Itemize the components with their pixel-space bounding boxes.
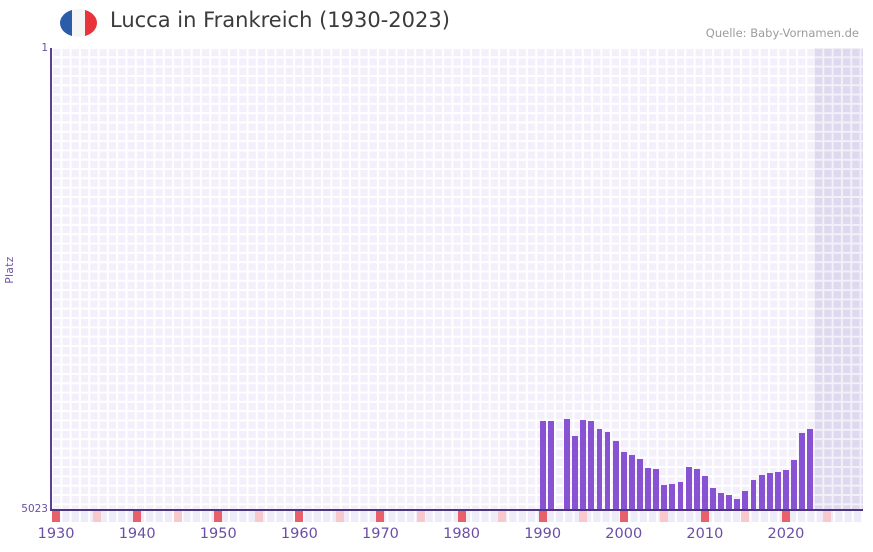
x-axis-tick-minor: [741, 511, 750, 522]
bar: [791, 460, 797, 510]
bar: [718, 493, 724, 510]
bar: [783, 470, 789, 510]
x-axis-tick-minor: [417, 511, 425, 522]
x-axis-label: 1940: [118, 526, 156, 542]
x-axis-tick-major: [214, 511, 223, 522]
bar: [669, 483, 676, 510]
x-axis-tick-minor: [92, 511, 101, 522]
bar: [539, 420, 546, 510]
bar: [685, 467, 692, 510]
bar: [726, 495, 733, 510]
bar: [620, 451, 627, 510]
bar: [710, 487, 716, 510]
x-axis-tick-minor: [173, 511, 182, 522]
bar: [572, 436, 578, 510]
x-axis-tick-minor: [579, 511, 588, 522]
bar: [645, 468, 651, 510]
y-axis-title: Platz: [4, 256, 16, 284]
bar: [596, 428, 603, 510]
bar: [807, 428, 814, 510]
bar: [774, 472, 781, 510]
bar: [677, 482, 684, 510]
x-axis-tick-minor: [660, 511, 669, 522]
x-axis-tick-minor: [335, 511, 344, 522]
bar: [661, 484, 668, 510]
bar: [604, 432, 611, 510]
x-axis-line: [50, 509, 863, 511]
x-axis-tick-major: [133, 511, 142, 522]
flag-stripe-red: [84, 9, 97, 37]
x-axis-tick-band: [52, 511, 863, 522]
x-axis-label: 1960: [280, 526, 318, 542]
chart-source-attribution: Quelle: Baby-Vornamen.de: [705, 26, 859, 40]
x-axis-label: 2020: [767, 526, 805, 542]
x-axis-tick-minor: [254, 511, 263, 522]
y-axis-bottom-label: 5023: [21, 503, 48, 515]
x-axis-label: 2010: [686, 526, 724, 542]
bar: [628, 454, 635, 510]
bar: [547, 421, 554, 510]
bar: [637, 459, 643, 510]
bar: [580, 419, 587, 510]
x-axis-tick-major: [700, 511, 709, 522]
bar: [564, 419, 570, 510]
flag-stripe-blue: [60, 9, 73, 37]
x-axis-label: 1930: [37, 526, 75, 542]
france-flag-icon: [60, 9, 97, 37]
x-axis-label: 1990: [524, 526, 562, 542]
x-axis-label: 1970: [362, 526, 399, 542]
bar: [701, 475, 708, 510]
x-axis-label: 1980: [443, 526, 480, 542]
x-axis-tick-minor: [498, 511, 507, 522]
x-axis-tick-major: [619, 511, 628, 522]
x-axis-tick-minor: [822, 511, 831, 522]
future-range-gridlines: [814, 48, 863, 510]
bar: [742, 491, 749, 510]
chart-header: Lucca in Frankreich (1930-2023) Quelle: …: [0, 0, 873, 48]
bar: [734, 498, 741, 510]
x-axis-tick-major: [295, 511, 304, 522]
x-axis-tick-major: [538, 511, 547, 522]
y-axis-top-label: 1: [41, 42, 48, 54]
bar: [750, 480, 757, 510]
plot-gridlines: [52, 48, 863, 510]
x-axis-tick-major: [781, 511, 790, 522]
bar: [799, 433, 806, 510]
flag-stripe-white: [72, 9, 85, 37]
bar: [693, 469, 700, 510]
bar: [588, 420, 595, 510]
bar: [766, 472, 773, 510]
x-axis-label: 1950: [199, 526, 237, 542]
x-axis-label: 2000: [605, 526, 643, 542]
bar: [758, 474, 765, 510]
x-axis-tick-major: [457, 511, 466, 522]
tick-band-grid: [52, 511, 863, 522]
bar: [653, 469, 660, 510]
plot-area: [52, 48, 863, 510]
x-axis-tick-major: [52, 511, 61, 522]
y-axis-line: [50, 48, 52, 510]
chart-title: Lucca in Frankreich (1930-2023): [110, 8, 450, 32]
x-axis-tick-major: [376, 511, 385, 522]
bar: [612, 440, 619, 510]
